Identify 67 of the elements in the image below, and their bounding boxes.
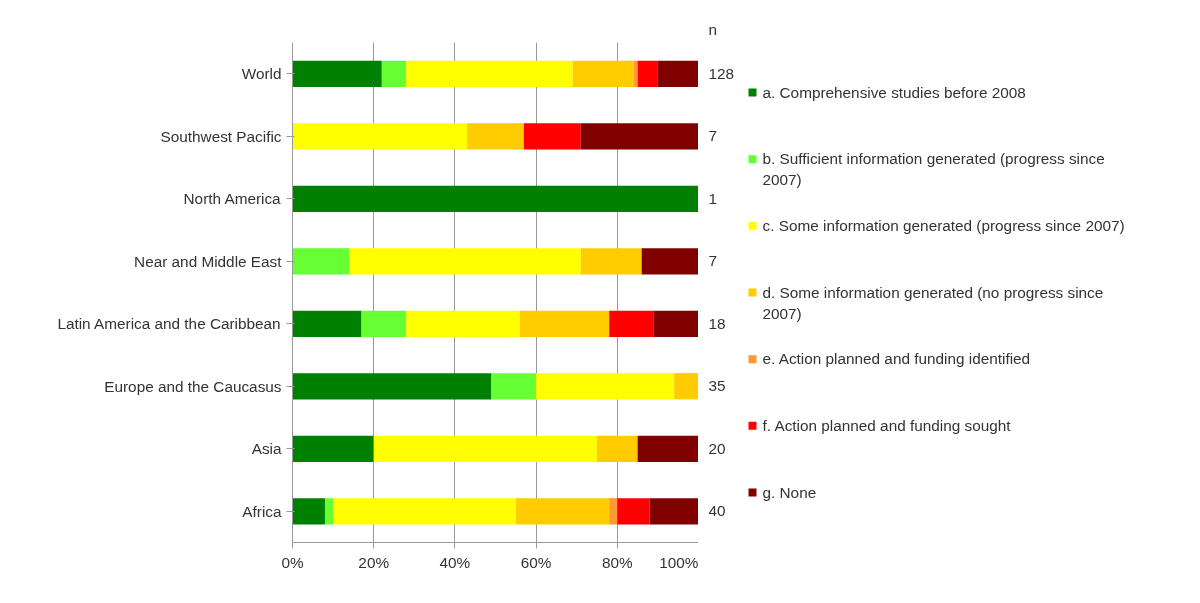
bar: [292, 60, 382, 87]
bar: [292, 123, 468, 150]
bar: [633, 60, 638, 87]
text: 35: [708, 377, 726, 395]
bar: [292, 248, 350, 275]
bar: [292, 310, 362, 337]
bar: [406, 60, 573, 87]
bar: [649, 498, 698, 525]
bar: [292, 185, 698, 212]
bar: [572, 60, 634, 87]
legend-label: d. Some information generated (no progress since 2007): [762, 283, 1104, 322]
legend-label: g. None: [762, 483, 817, 501]
x-tick-label: 100%: [659, 553, 699, 571]
x-tick-label: 20%: [358, 553, 390, 571]
bar: [333, 498, 516, 525]
x-tick-label: 40%: [439, 553, 471, 571]
bar: [653, 310, 698, 337]
bar: [467, 123, 524, 150]
bar: [292, 498, 325, 525]
text: 7: [708, 127, 718, 145]
text: n: [708, 20, 718, 38]
text: 20: [708, 439, 726, 457]
bar: [292, 435, 374, 462]
bar: [617, 498, 650, 525]
y-tick-label: World: [241, 65, 282, 83]
bar: [609, 310, 654, 337]
bar: [580, 248, 642, 275]
legend-label: c. Some information generated (progress since 2007): [762, 216, 1125, 234]
bar: [536, 373, 675, 400]
x-tick-label: 0%: [281, 553, 304, 571]
y-tick-label: Near and Middle East: [134, 252, 283, 270]
bar: [324, 498, 334, 525]
bar: [609, 498, 618, 525]
text: 40: [708, 502, 726, 520]
bar: [580, 123, 698, 150]
y-tick-label: Latin America and the Caribbean: [57, 315, 281, 333]
y-tick-label: Southwest Pacific: [160, 127, 282, 145]
bar: [381, 60, 407, 87]
bar: [406, 310, 520, 337]
x-tick-label: 80%: [601, 553, 634, 571]
y-tick-label: Europe and the Caucasus: [104, 377, 282, 395]
y-tick-label: Africa: [242, 502, 282, 520]
text: 7: [708, 252, 718, 270]
bar: [637, 60, 658, 87]
legend-label: f. Action planned and funding sought: [762, 416, 1012, 434]
x-tick-label: 60%: [520, 553, 552, 571]
y-tick-label: North America: [183, 190, 282, 208]
bar: [361, 310, 407, 337]
bar: [523, 123, 581, 150]
text: 1: [708, 189, 718, 207]
bar: [491, 373, 537, 400]
bar: [674, 373, 698, 400]
text: 128: [708, 64, 735, 82]
legend-label: e. Action planned and funding identified: [762, 350, 1031, 368]
bar: [519, 310, 610, 337]
bar: [637, 435, 698, 462]
bar: [292, 373, 492, 400]
bar: [657, 60, 698, 87]
bar: [641, 248, 698, 275]
bar: [597, 435, 638, 462]
y-tick-label: Asia: [251, 440, 282, 458]
bar: [515, 498, 610, 525]
bar: [349, 248, 581, 275]
bar: [373, 435, 597, 462]
legend-label: a. Comprehensive studies before 2008: [762, 83, 1026, 101]
legend-label: b. Sufficient information generated (progress since 2007): [762, 150, 1105, 189]
text: 18: [708, 314, 726, 332]
